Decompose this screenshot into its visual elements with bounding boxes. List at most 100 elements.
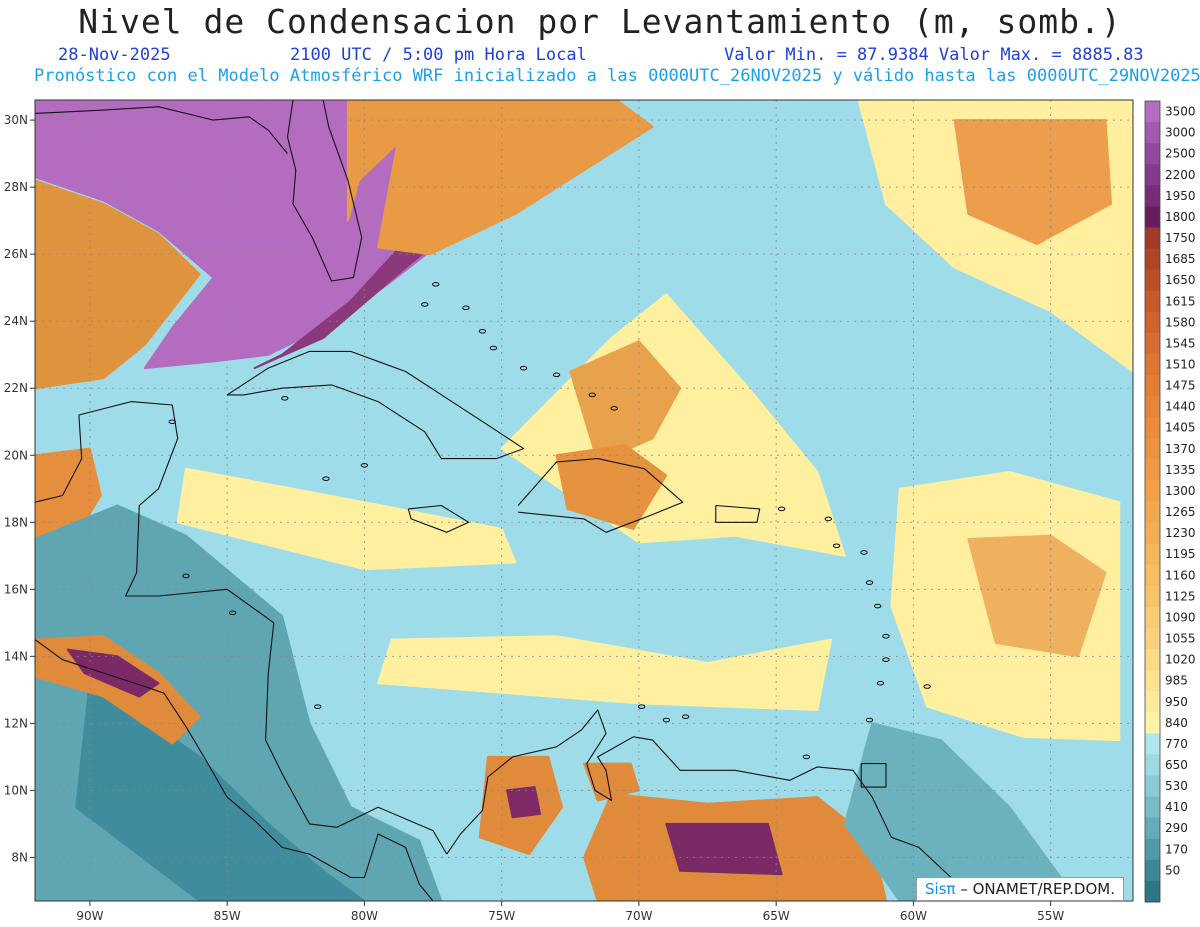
forecast-time: 2100 UTC / 5:00 pm Hora Local [290, 45, 587, 65]
colorbar-swatch [1145, 880, 1160, 903]
island-outline [228, 610, 237, 616]
colorbar-swatch [1145, 501, 1160, 524]
lon-tick-label: 75W [488, 909, 515, 923]
onamet-credit: – ONAMET/REP.DOM. [955, 880, 1115, 898]
colorbar-swatch [1145, 733, 1160, 755]
colorbar-label: 1265 [1165, 505, 1196, 519]
min-max-values: Valor Min. = 87.9384 Valor Max. = 8885.8… [724, 45, 1144, 65]
colorbar-swatch [1145, 670, 1160, 692]
island-outline [662, 717, 671, 723]
colorbar-swatch [1145, 775, 1160, 798]
island-outline [637, 704, 646, 709]
island-outline [610, 406, 618, 411]
colorbar-label: 2200 [1165, 168, 1196, 182]
island-outline [489, 345, 498, 351]
region-purple-honduras [66, 648, 160, 698]
map-title: Nivel de Condensacion por Levantamiento … [78, 2, 1122, 41]
map-frame [34, 99, 1134, 902]
island-outline [876, 680, 885, 686]
colorbar-swatch [1145, 122, 1160, 144]
colorbar-label: 650 [1165, 758, 1188, 772]
colorbar-label: 1580 [1165, 315, 1196, 329]
coastline-florida [286, 100, 363, 282]
colorbar-swatch [1145, 417, 1160, 439]
coastline-colombia-venezuela [446, 709, 983, 901]
colorbar-swatch [1145, 185, 1160, 207]
lat-tick-label: 10N [4, 783, 28, 797]
colorbar-swatch [1145, 796, 1160, 819]
colorbar-swatch [1145, 859, 1160, 882]
coastline-yucatan-central-america [35, 401, 448, 855]
lat-tick-label: 18N [4, 515, 28, 529]
island-outline [681, 714, 690, 719]
region-yellow-jamaica-band [176, 467, 517, 571]
colorbar-label: 770 [1165, 737, 1188, 751]
colorbar-label: 1650 [1165, 273, 1196, 287]
colorbar-swatch [1145, 649, 1160, 671]
colorbar-frame [1144, 100, 1161, 903]
colorbar-swatch [1145, 311, 1160, 334]
colorbar-label: 1545 [1165, 336, 1196, 350]
colorbar-label: 1160 [1165, 568, 1196, 582]
colorbar-label: 50 [1165, 863, 1180, 877]
region-orange-band-upper [377, 100, 654, 256]
colorbar-swatch [1145, 691, 1160, 713]
colorbar-label: 1370 [1165, 442, 1196, 456]
region-teal-deep-pacific [75, 678, 366, 901]
island-outline [832, 543, 841, 549]
region-orange-gulf-west [35, 179, 201, 390]
colorbar-swatch [1145, 838, 1160, 861]
colorbar-label: 1335 [1165, 463, 1196, 477]
colorbar-label: 1125 [1165, 589, 1196, 603]
model-subtitle: Pronóstico con el Modelo Atmosférico WRF… [34, 66, 1200, 86]
colorbar-swatch [1145, 627, 1160, 650]
lat-tick-label: 8N [11, 850, 28, 864]
region-purple-colombia [506, 786, 542, 819]
lon-tick-label: 85W [214, 909, 241, 923]
colorbar-swatch [1145, 101, 1160, 123]
region-yellow-caribbean-band [377, 635, 832, 711]
island-outline [777, 506, 786, 512]
lon-tick-label: 60W [900, 909, 927, 923]
island-outline [360, 463, 369, 468]
region-orange-northeast [953, 119, 1112, 246]
colorbar-swatch [1145, 227, 1160, 250]
island-outline [923, 684, 931, 689]
colorbar-label: 1230 [1165, 526, 1196, 540]
colorbar-swatch [1145, 206, 1160, 228]
colorbar-swatch [1145, 248, 1160, 271]
colorbar-swatch [1145, 375, 1160, 397]
colorbar-label: 1750 [1165, 231, 1196, 245]
colorbar-swatch [1145, 543, 1160, 566]
colorbar-swatch [1145, 143, 1160, 165]
colorbar-label: 410 [1165, 800, 1188, 814]
colorbar-label: 1475 [1165, 379, 1196, 393]
island-outline [421, 302, 429, 307]
colorbar-label: 1405 [1165, 421, 1196, 435]
colorbar-swatch [1145, 817, 1160, 840]
colorbar-swatch [1145, 480, 1160, 502]
island-outline [865, 580, 874, 585]
region-orange-hispaniola [555, 444, 668, 530]
island-outline [478, 328, 487, 334]
lat-tick-label: 30N [4, 113, 28, 127]
coastline-pacific-coast [35, 639, 434, 901]
colorbar-label: 1800 [1165, 210, 1196, 224]
region-orange-east-atlantic [967, 534, 1107, 658]
lat-tick-label: 28N [4, 180, 28, 194]
colorbar: 3500 3000 2500 2200 1950 1800 1750 1685 1650 1615… [1144, 100, 1196, 903]
coastline-puerto-rico [715, 504, 761, 523]
colorbar-label: 290 [1165, 821, 1188, 835]
sispi-logo-text: Sisπ [925, 880, 956, 898]
colorbar-swatch [1145, 396, 1160, 418]
colorbar-swatch [1145, 353, 1160, 376]
colorbar-label: 3500 [1165, 105, 1196, 119]
colorbar-swatch [1145, 459, 1160, 481]
coastline-jamaica [407, 504, 470, 533]
colorbar-label: 950 [1165, 695, 1188, 709]
colorbar-label: 1440 [1165, 400, 1196, 414]
coastline-gulf-coast [35, 106, 288, 154]
colorbar-swatch [1145, 585, 1160, 608]
colorbar-swatch [1145, 269, 1160, 292]
island-outline [824, 516, 833, 522]
